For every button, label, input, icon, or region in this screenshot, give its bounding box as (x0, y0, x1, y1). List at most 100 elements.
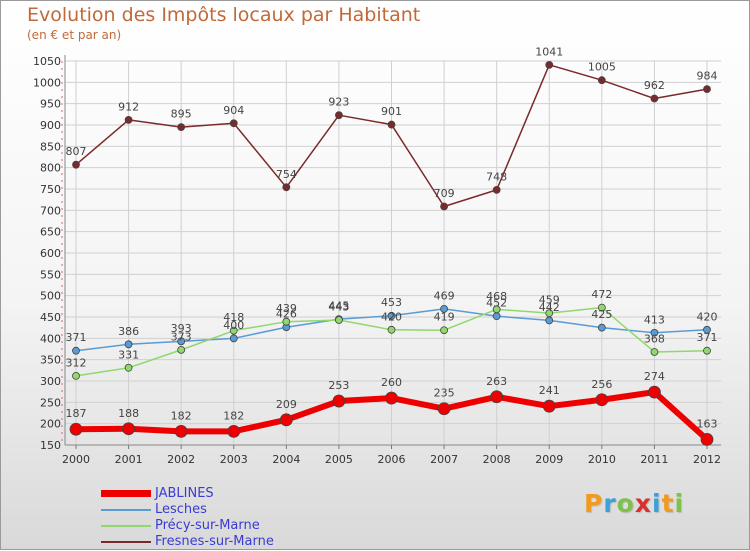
data-label-precy-sur-marne: 371 (697, 331, 718, 344)
data-point-precy-sur-marne (124, 363, 133, 372)
axes: 150 200 250 300 350 400 450 500 550 600 650 700 750 8… (33, 55, 721, 466)
data-point-jablines (122, 422, 135, 436)
data-point-precy-sur-marne (282, 317, 291, 326)
data-point-fresnes-sur-marne (440, 202, 448, 211)
data-label-fresnes-sur-marne: 962 (644, 79, 665, 92)
data-label-lesches: 469 (434, 289, 455, 302)
data-point-precy-sur-marne (229, 326, 238, 335)
data-point-fresnes-sur-marne (492, 185, 501, 194)
data-label-lesches: 413 (644, 313, 665, 326)
chart-subtitle: (en € et par an) (27, 28, 122, 42)
data-point-fresnes-sur-marne (124, 115, 133, 124)
data-label-fresnes-sur-marne: 984 (697, 70, 718, 83)
data-point-lesches (229, 334, 238, 343)
data-point-jablines (385, 391, 398, 405)
data-label-fresnes-sur-marne: 754 (276, 168, 297, 181)
data-point-precy-sur-marne (650, 348, 659, 356)
data-label-lesches: 400 (223, 319, 244, 332)
y-tick-label: 300 (40, 375, 61, 388)
data-label-lesches: 445 (328, 300, 349, 313)
data-point-fresnes-sur-marne (335, 111, 343, 120)
data-point-precy-sur-marne (597, 303, 606, 312)
data-point-jablines (648, 385, 661, 399)
legend-label: Fresnes-sur-Marne (155, 534, 274, 549)
data-point-fresnes-sur-marne (597, 76, 606, 85)
y-tick-label: 800 (40, 162, 61, 175)
data-point-precy-sur-marne (72, 371, 80, 380)
y-tick-label: 450 (40, 311, 61, 324)
data-point-precy-sur-marne (703, 346, 711, 355)
data-label-fresnes-sur-marne: 912 (118, 100, 139, 113)
data-point-lesches (650, 328, 659, 337)
data-label-precy-sur-marne: 419 (434, 311, 455, 324)
data-point-fresnes-sur-marne (703, 85, 711, 94)
data-point-fresnes-sur-marne (545, 60, 554, 69)
data-point-lesches (72, 346, 80, 355)
data-point-jablines (490, 390, 504, 404)
logo-letter: x (634, 489, 652, 518)
legend-label: JABLINES (155, 486, 214, 501)
proxiti-logo: Proxiti (584, 489, 684, 518)
y-tick-label: 750 (40, 183, 61, 196)
legend-item: Précy-sur-Marne (101, 518, 341, 535)
data-point-fresnes-sur-marne (229, 119, 238, 128)
y-tick-label: 700 (40, 204, 61, 217)
x-tick-label: 2000 (62, 453, 90, 466)
data-point-lesches (703, 325, 711, 334)
series-lines (69, 60, 714, 446)
data-point-lesches (177, 337, 186, 346)
y-tick-label: 850 (40, 140, 61, 153)
y-tick-label: 550 (40, 268, 61, 281)
x-tick-label: 2012 (693, 453, 721, 466)
logo-letter: o (616, 489, 635, 518)
data-label-jablines: 182 (223, 409, 244, 422)
data-label-lesches: 371 (66, 331, 87, 344)
data-label-jablines: 241 (539, 384, 560, 397)
data-label-precy-sur-marne: 331 (118, 348, 139, 361)
data-label-lesches: 386 (118, 325, 139, 338)
legend: JABLINES Lesches Précy-sur-Marne Fresnes-su… (101, 486, 341, 551)
data-label-precy-sur-marne: 468 (486, 290, 507, 303)
data-label-fresnes-sur-marne: 1041 (535, 45, 563, 58)
x-tick-label: 2007 (430, 453, 458, 466)
data-point-lesches (597, 323, 606, 332)
logo-letter: P (584, 489, 604, 518)
data-label-fresnes-sur-marne: 807 (66, 145, 87, 158)
legend-swatch (101, 525, 151, 527)
data-point-lesches (440, 304, 448, 313)
data-point-jablines (279, 413, 293, 427)
data-label-lesches: 453 (381, 296, 402, 309)
data-label-jablines: 274 (644, 370, 665, 383)
x-tick-label: 2011 (640, 453, 668, 466)
data-labels: 807 912 895 904 754 923 901 709 748 1041 1005 962 98… (66, 45, 718, 430)
logo-letter: i (674, 489, 685, 518)
data-label-precy-sur-marne: 418 (223, 311, 244, 324)
data-label-fresnes-sur-marne: 748 (486, 170, 507, 183)
y-tick-label: 400 (40, 332, 61, 345)
x-tick-label: 2001 (115, 453, 143, 466)
data-label-jablines: 163 (697, 417, 718, 430)
chart-title: Evolution des Impôts locaux par Habitant (27, 4, 421, 26)
data-label-jablines: 263 (486, 375, 507, 388)
legend-swatch (101, 541, 151, 543)
data-point-precy-sur-marne (440, 326, 448, 335)
data-point-jablines (332, 394, 346, 408)
x-tick-label: 2010 (588, 453, 616, 466)
data-point-fresnes-sur-marne (282, 183, 291, 192)
legend-item: Lesches (101, 502, 341, 519)
legend-item: Fresnes-sur-Marne (101, 534, 341, 551)
data-label-jablines: 188 (118, 407, 139, 420)
data-label-jablines: 209 (276, 398, 297, 411)
data-point-precy-sur-marne (177, 345, 186, 354)
data-point-fresnes-sur-marne (177, 123, 186, 132)
x-tick-label: 2006 (378, 453, 406, 466)
data-label-lesches: 442 (539, 301, 560, 314)
data-point-jablines (700, 433, 714, 446)
data-point-jablines (437, 402, 451, 416)
logo-letter: i (652, 489, 662, 518)
y-tick-label: 1050 (33, 55, 61, 68)
data-point-precy-sur-marne (387, 325, 396, 334)
y-tick-label: 650 (40, 226, 61, 239)
